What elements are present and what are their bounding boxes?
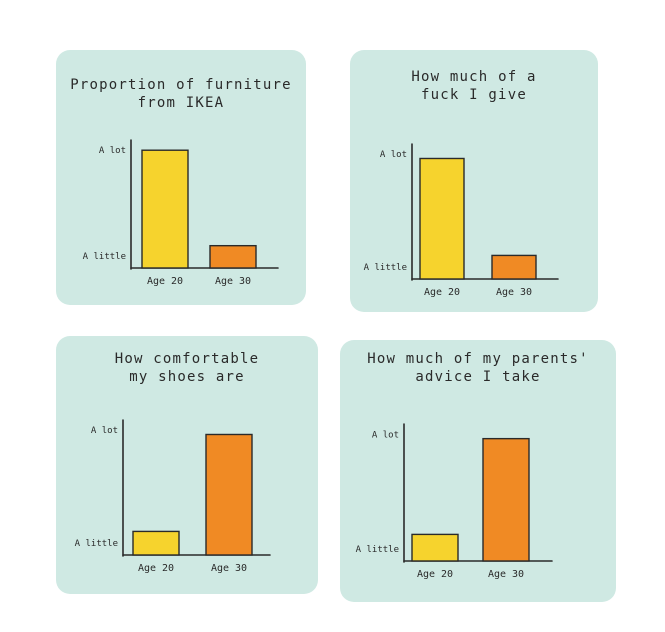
bar-age-30 [209,244,257,269]
x-tick-label: Age 30 [215,276,251,287]
bar-age-20 [411,533,459,562]
bar-chart-shoes: A lot A little Age 20 Age 30 [75,419,271,574]
bar-age-20 [132,530,180,556]
chart-title: How comfortable my shoes are [114,351,260,385]
bar-chart-fuck-given: A lot A little Age 20 Age 30 [364,143,559,298]
y-tick-label: A little [356,545,399,555]
bar-chart-parents-advice: A lot A little Age 20 Age 30 [356,423,553,580]
x-tick-label: Age 30 [488,569,524,580]
chart-panel-shoes: How comfortable my shoes are A lot A litt… [56,336,318,594]
chart-title: How much of a fuck I give [411,69,537,103]
x-tick-label: Age 20 [147,276,183,287]
y-tick-label: A little [83,252,126,262]
y-tick-label: A lot [372,430,399,440]
bar-age-30 [482,437,530,562]
x-tick-label: Age 30 [211,563,247,574]
y-tick-label: A lot [91,426,118,436]
x-tick-label: Age 20 [138,563,174,574]
chart-panel-fuck-given: How much of a fuck I give A lot A little A… [350,50,598,312]
x-tick-label: Age 20 [417,569,453,580]
y-tick-label: A little [75,539,118,549]
y-tick-label: A lot [99,146,126,156]
bar-age-30 [205,433,253,556]
bar-chart-ikea: A lot A little Age 20 Age 30 [83,139,279,287]
bar-age-20 [141,149,189,269]
x-tick-label: Age 20 [424,287,460,298]
y-tick-label: A little [364,263,407,273]
chart-panel-ikea: Proportion of furniture from IKEA A lot A… [56,50,306,305]
x-tick-label: Age 30 [496,287,532,298]
bar-age-20 [419,157,465,280]
bar-age-30 [491,254,537,280]
y-tick-label: A lot [380,150,407,160]
chart-title: Proportion of furniture from IKEA [70,77,292,111]
chart-panel-parents-advice: How much of my parents' advice I take A … [340,340,616,602]
chart-title: How much of my parents' advice I take [367,351,589,385]
